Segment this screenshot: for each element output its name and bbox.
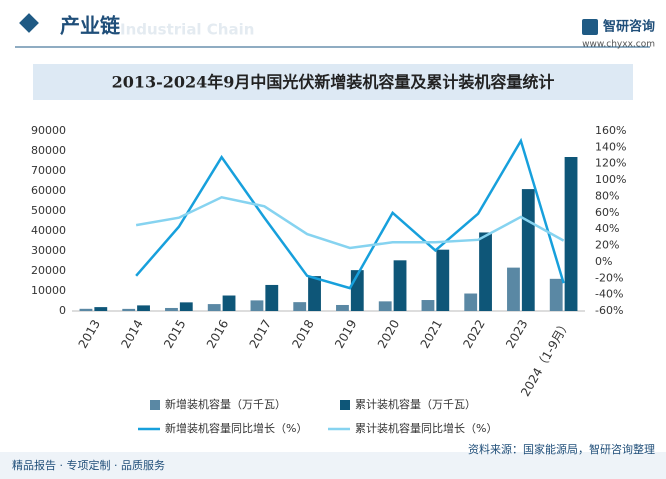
footer-bar: [0, 452, 666, 479]
bar: [521, 189, 535, 311]
brand-logo: [582, 19, 598, 35]
footer-source: 资料来源：国家能源局，智研咨询整理: [468, 442, 655, 456]
bar: [564, 157, 578, 311]
bar: [308, 276, 321, 311]
y2-tick-label: -60%: [595, 304, 623, 317]
bar: [222, 295, 236, 311]
bar: [336, 304, 349, 311]
y-tick-label: 80000: [31, 144, 66, 157]
y2-tick-label: 140%: [595, 140, 626, 153]
bar: [179, 302, 193, 311]
legend-label: 新增装机容量（万千瓦）: [165, 397, 286, 411]
bar: [207, 304, 221, 311]
y-tick-label: 30000: [31, 244, 66, 257]
bar: [265, 284, 279, 311]
bar: [507, 267, 520, 311]
y-tick-label: 0: [59, 304, 66, 317]
legend-label: 新增装机容量同比增长（%）: [165, 421, 307, 435]
bar: [165, 307, 178, 311]
bar: [393, 260, 407, 311]
bar: [293, 302, 307, 311]
line: [135, 137, 565, 290]
line: [135, 195, 565, 250]
bar: [137, 305, 150, 311]
bar: [94, 307, 108, 311]
bar: [79, 308, 93, 311]
legend-label: 累计装机容量同比增长（%）: [355, 421, 497, 435]
y-tick-label: 10000: [31, 284, 66, 297]
bar: [250, 300, 264, 311]
y2-tick-label: 80%: [595, 189, 619, 202]
y-tick-label: 60000: [31, 184, 66, 197]
y2-tick-label: 0%: [595, 255, 612, 268]
y-tick-label: 90000: [31, 124, 66, 137]
y2-tick-label: -20%: [595, 271, 623, 284]
title-box: [33, 64, 633, 100]
footer-slogan: 精品报告 · 专项定制 · 品质服务: [12, 458, 165, 472]
legend-label: 累计装机容量（万千瓦）: [355, 397, 476, 411]
bar: [549, 278, 563, 311]
bar: [479, 232, 492, 311]
y-tick-label: 40000: [31, 224, 66, 237]
y2-tick-label: -40%: [595, 288, 623, 301]
y-tick-label: 20000: [31, 264, 66, 277]
bar: [464, 293, 478, 311]
y2-tick-label: 60%: [595, 206, 619, 219]
bar: [436, 249, 450, 311]
legend-swatch: [150, 400, 160, 410]
y2-tick-label: 160%: [595, 124, 626, 137]
brand-name: 智研咨询: [603, 19, 655, 35]
y2-tick-label: 120%: [595, 157, 626, 170]
y2-tick-label: 100%: [595, 173, 626, 186]
bar: [421, 300, 435, 311]
legend-swatch: [340, 400, 350, 410]
y-tick-label: 70000: [31, 164, 66, 177]
section-title: 产业链: [60, 14, 121, 38]
section-subtitle: Industrial Chain: [120, 21, 254, 39]
chart-title: 2013-2024年9月中国光伏新增装机容量及累计装机容量统计: [112, 73, 555, 92]
brand-url: www.chyxx.com: [582, 40, 655, 50]
bar: [122, 308, 136, 311]
y2-tick-label: 40%: [595, 222, 619, 235]
bar: [378, 301, 392, 311]
y-tick-label: 50000: [31, 204, 66, 217]
y2-tick-label: 20%: [595, 239, 619, 252]
